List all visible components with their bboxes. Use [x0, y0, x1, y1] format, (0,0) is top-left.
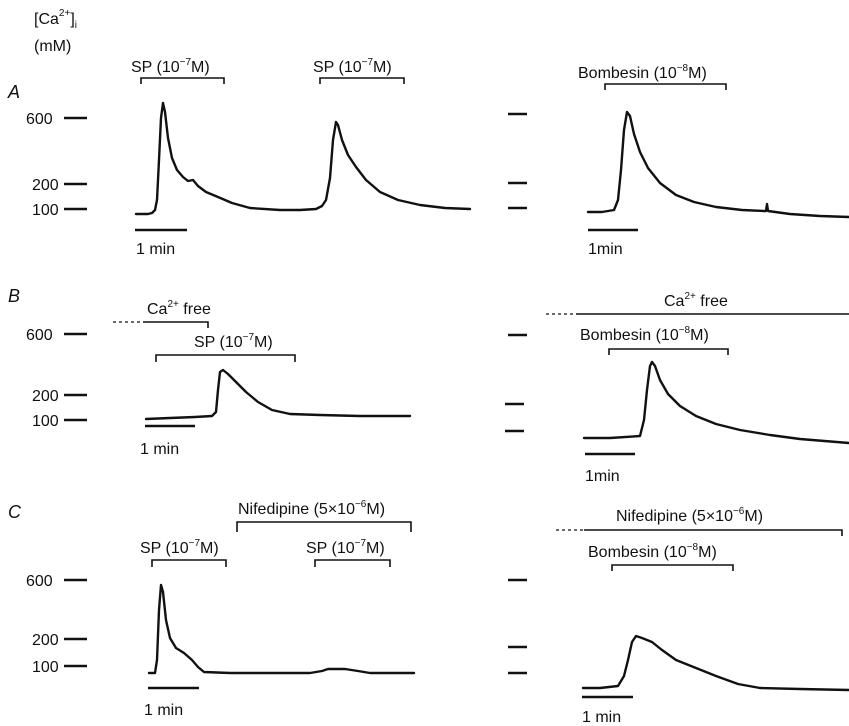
- stim-label-nifedipine: Nifedipine (5×10−6M): [238, 499, 385, 518]
- tick-label-600: 600: [26, 573, 53, 590]
- tick-label-600: 600: [26, 327, 53, 344]
- stim-label-nifedipine: Nifedipine (5×10−6M): [616, 506, 763, 525]
- stim-bar-sp: [319, 77, 405, 84]
- stim-bar-bombesin: [611, 564, 734, 571]
- stim-bar-sp: [140, 77, 225, 84]
- trace-panel-c-right: [581, 634, 849, 692]
- panel-c: 600 200 100 Nifedipine (5×10−6M) SP (10−…: [26, 499, 849, 726]
- stim-bar-bombesin: [608, 348, 729, 355]
- scale-bar-label: 1min: [588, 241, 623, 258]
- stim-bar-nifedipine: [236, 521, 412, 532]
- scale-bar-label: 1 min: [582, 709, 621, 726]
- tick-label-200: 200: [32, 632, 59, 649]
- tick-label-200: 200: [32, 388, 59, 405]
- stim-bar-ca-free: [143, 321, 209, 328]
- trace-panel-b-right: [582, 360, 849, 445]
- scale-bar-label: 1 min: [144, 702, 183, 719]
- panel-label-b: B: [8, 286, 20, 306]
- stim-label-bombesin: Bombesin (10−8M): [588, 542, 717, 561]
- stim-bar-nifedipine: [584, 529, 843, 536]
- panel-b: 600 200 100 Ca2+ free SP (10−7M) Ca2+ fr…: [26, 291, 849, 485]
- stim-label-sp: SP (10−7M): [131, 57, 210, 76]
- stim-label-sp: SP (10−7M): [306, 538, 385, 557]
- panel-label-c: C: [8, 502, 22, 522]
- trace-panel-a-left: [134, 101, 472, 216]
- trace-panel-a-right: [586, 110, 849, 219]
- stim-label-sp: SP (10−7M): [194, 332, 273, 351]
- stim-label-ca-free: Ca2+ free: [147, 299, 211, 318]
- trace-panel-c-left: [147, 583, 416, 675]
- y-axis-header: [Ca2+]i (mM): [34, 8, 77, 55]
- tick-label-600: 600: [26, 111, 53, 128]
- scale-bar-label: 1 min: [136, 241, 175, 258]
- y-axis-label: [Ca2+]i: [34, 8, 77, 31]
- stim-label-sp: SP (10−7M): [313, 57, 392, 76]
- stim-bar-sp: [155, 354, 296, 362]
- tick-label-200: 200: [32, 177, 59, 194]
- tick-label-100: 100: [32, 413, 59, 430]
- stim-bar-bombesin: [604, 83, 727, 90]
- stim-bar-sp: [151, 559, 227, 567]
- panel-label-a: A: [7, 82, 20, 102]
- tick-label-100: 100: [32, 659, 59, 676]
- panel-a: 600 200 100 SP (10−7M) SP (10−7M) Bombes…: [26, 57, 849, 258]
- scale-bar-label: 1 min: [140, 441, 179, 458]
- stim-label-bombesin: Bombesin (10−8M): [578, 63, 707, 82]
- tick-label-100: 100: [32, 202, 59, 219]
- stim-label-ca-free: Ca2+ free: [664, 291, 728, 310]
- stim-label-bombesin: Bombesin (10−8M): [580, 325, 709, 344]
- trace-panel-b-left: [144, 368, 412, 421]
- scale-bar-label: 1min: [585, 468, 620, 485]
- stim-label-sp: SP (10−7M): [140, 538, 219, 557]
- stim-bar-sp: [314, 559, 391, 567]
- y-axis-unit: (mM): [34, 38, 71, 55]
